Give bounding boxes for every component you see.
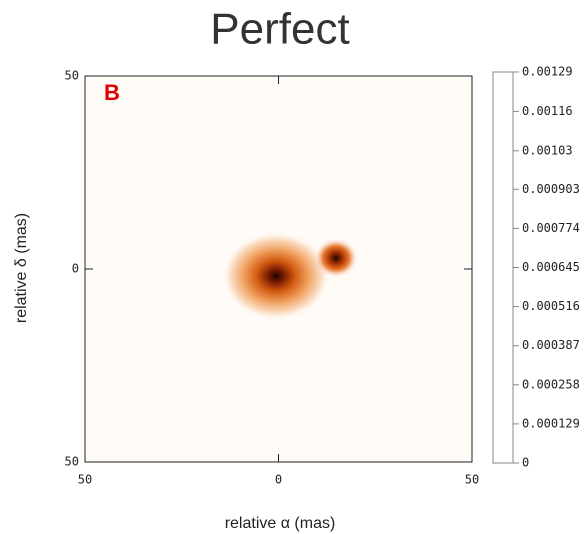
x-tick-label: 0 bbox=[275, 473, 282, 487]
y-axis-label: relative δ (mas) bbox=[13, 213, 30, 323]
x-tick-label: 50 bbox=[78, 473, 92, 487]
x-axis-label: relative α (mas) bbox=[225, 515, 336, 532]
colorbar-tick-label: 0.000645 bbox=[522, 260, 580, 274]
y-tick-label: 50 bbox=[65, 455, 79, 469]
colorbar-tick-label: 0.000258 bbox=[522, 377, 580, 391]
x-tick-label: 50 bbox=[465, 473, 479, 487]
colorbar-tick-label: 0.000387 bbox=[522, 338, 580, 352]
colorbar bbox=[492, 71, 514, 464]
y-tick-label: 50 bbox=[65, 69, 79, 83]
colorbar-tick-label: 0.000774 bbox=[522, 221, 580, 235]
colorbar-tick-label: 0.000516 bbox=[522, 299, 580, 313]
colorbar-tick-label: 0.00116 bbox=[522, 104, 573, 118]
main-source bbox=[222, 232, 330, 320]
colorbar-tick-label: 0 bbox=[522, 456, 529, 470]
colorbar-tick-label: 0.00103 bbox=[522, 143, 573, 157]
colorbar-tick-label: 0.00129 bbox=[522, 65, 573, 79]
colorbar-tick-label: 0.000129 bbox=[522, 416, 580, 430]
chart-title: Perfect bbox=[210, 5, 349, 54]
panel-label: B bbox=[104, 80, 120, 105]
colorbar-tick-label: 0.000903 bbox=[522, 182, 580, 196]
y-tick-label: 0 bbox=[72, 262, 79, 276]
companion-source bbox=[314, 238, 358, 278]
